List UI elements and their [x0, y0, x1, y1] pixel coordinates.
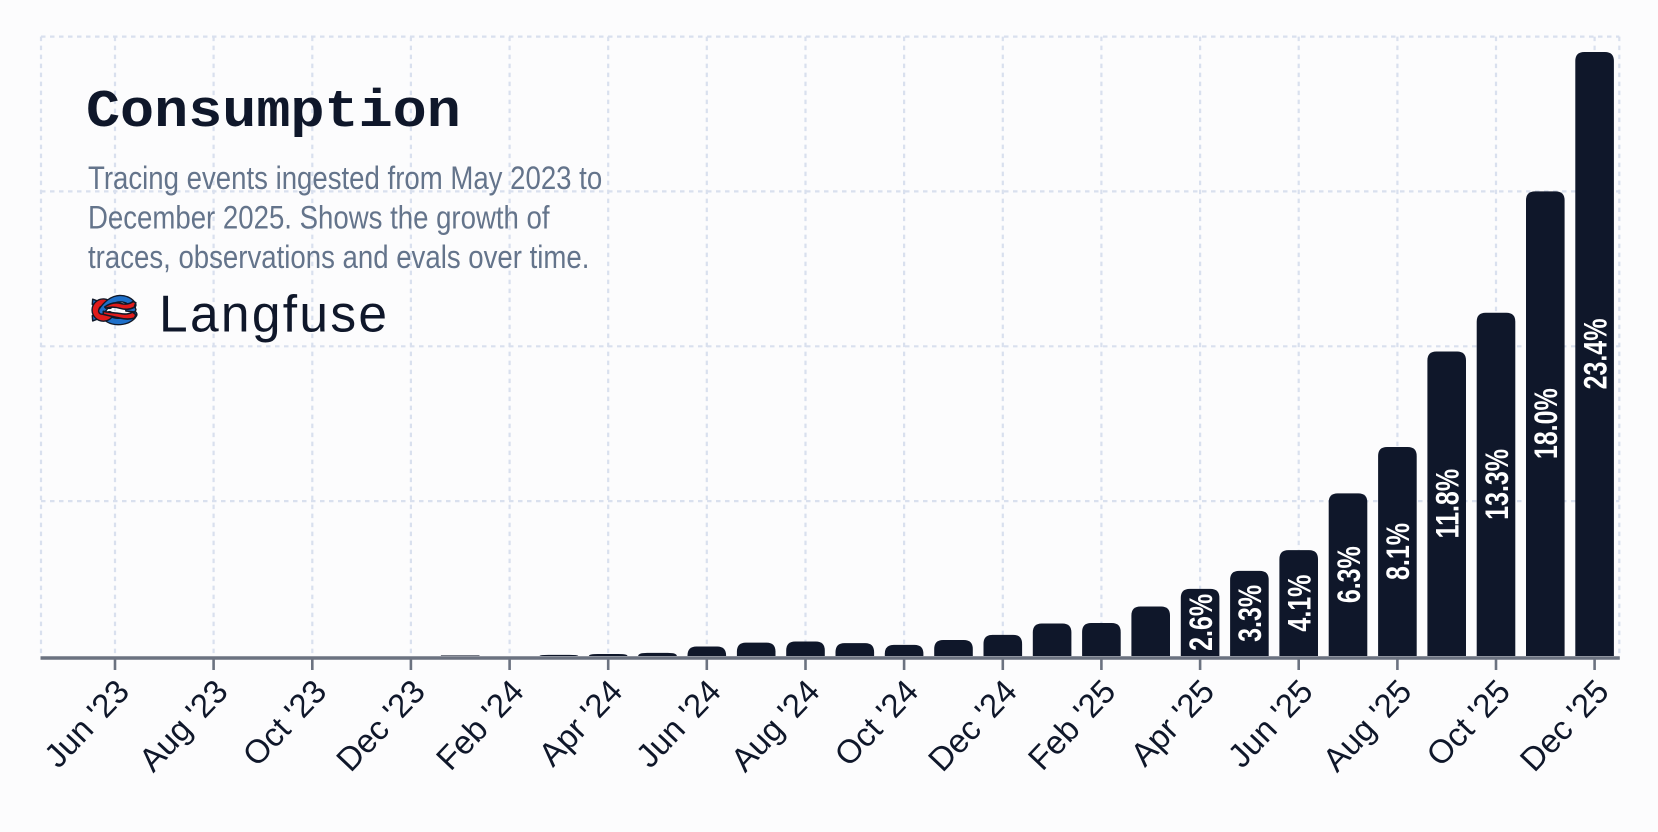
- svg-text:3.3%: 3.3%: [1233, 585, 1269, 642]
- svg-text:13.3%: 13.3%: [1480, 449, 1516, 520]
- svg-text:4.1%: 4.1%: [1283, 575, 1319, 632]
- svg-text:18.0%: 18.0%: [1529, 388, 1565, 459]
- svg-text:11.8%: 11.8%: [1431, 469, 1467, 538]
- svg-text:December 2025. Shows the growt: December 2025. Shows the growth of: [88, 201, 550, 236]
- svg-text:Tracing events ingested from M: Tracing events ingested from May 2023 to: [88, 161, 602, 196]
- svg-text:23.4%: 23.4%: [1578, 319, 1614, 390]
- svg-text:2.6%: 2.6%: [1184, 594, 1220, 651]
- svg-text:6.3%: 6.3%: [1332, 546, 1368, 603]
- svg-text:Consumption: Consumption: [86, 83, 461, 143]
- svg-text:Langfuse: Langfuse: [159, 285, 389, 343]
- svg-text:traces, observations and evals: traces, observations and evals over time…: [88, 240, 589, 275]
- svg-text:8.1%: 8.1%: [1381, 523, 1417, 580]
